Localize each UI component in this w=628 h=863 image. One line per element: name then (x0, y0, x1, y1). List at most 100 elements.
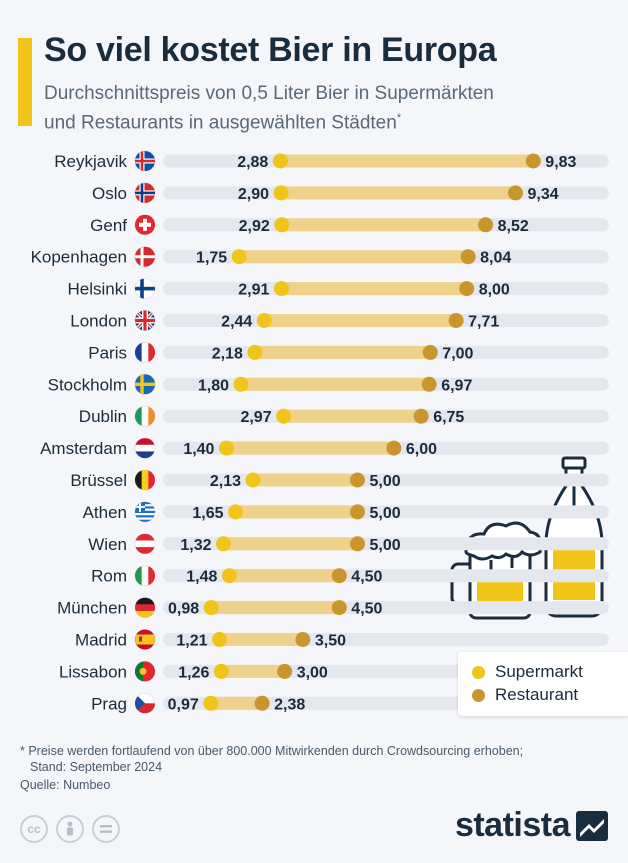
supermarket-dot (256, 313, 272, 328)
flag-germany-icon (135, 597, 155, 618)
restaurant-dot (422, 344, 438, 360)
supermarket-value-label: 1,26 (178, 664, 209, 681)
supermarket-value-label: 1,65 (192, 505, 223, 522)
restaurant-value-label: 3,50 (315, 633, 346, 650)
page-title: So viel kostet Bier in Europa (44, 31, 497, 69)
supermarket-value-label: 1,48 (186, 569, 217, 586)
statista-logo-icon (576, 810, 608, 841)
creative-commons-icon[interactable]: cc (20, 815, 48, 843)
no-derivatives-icon[interactable] (92, 815, 120, 843)
supermarket-dot (274, 217, 290, 233)
city-label: Madrid (75, 631, 127, 650)
flag-belgium-icon (135, 470, 155, 490)
flag-sweden-icon (135, 374, 155, 395)
page-subtitle: Durchschnittspreis von 0,5 Liter Bier in… (44, 82, 584, 135)
city-label: Wien (88, 535, 127, 554)
statista-logo[interactable]: statista (455, 806, 608, 845)
supermarket-value-label: 0,97 (168, 696, 199, 713)
restaurant-value-label: 4,50 (351, 601, 382, 618)
flag-iceland-icon (135, 151, 155, 171)
legend-label-supermarket: Supermarkt (495, 662, 583, 681)
restaurant-value-label: 9,34 (527, 186, 558, 203)
flag-italy-icon (135, 565, 155, 586)
legend: Supermarkt Restaurant (458, 652, 628, 716)
supermarket-dot (221, 568, 237, 584)
restaurant-value-label: 7,00 (442, 345, 473, 362)
restaurant-dot (386, 440, 402, 456)
supermarket-value-label: 2,91 (238, 282, 269, 299)
row-london: London 2,44 7,71 (70, 310, 609, 331)
restaurant-dot (277, 663, 293, 679)
city-label: Kopenhagen (31, 248, 127, 267)
supermarket-value-label: 1,75 (196, 250, 227, 267)
legend-item-restaurant: Restaurant (472, 685, 578, 705)
restaurant-value-label: 5,00 (370, 505, 401, 522)
supermarket-value-label: 2,13 (210, 473, 241, 490)
city-label: Prag (91, 694, 127, 713)
source: Quelle: Numbeo (20, 778, 111, 792)
supermarket-value-label: 2,88 (237, 154, 268, 171)
supermarket-dot (273, 185, 289, 201)
subtitle-line-2: und Restaurants in ausgewählten Städten (44, 112, 397, 134)
license-icons: cc (20, 815, 120, 843)
city-label: Oslo (92, 184, 127, 203)
title-accent-bar (18, 38, 32, 126)
city-label: Brüssel (70, 471, 127, 490)
supermarket-dot (276, 408, 292, 424)
range-bar (229, 569, 340, 583)
row-paris: Paris 2,18 7,00 (88, 341, 609, 363)
flag-uk-icon (135, 310, 155, 331)
restaurant-dot (331, 568, 347, 584)
city-label: Athen (83, 503, 127, 522)
city-label: Genf (90, 216, 127, 235)
supermarket-dot (216, 536, 232, 552)
range-bar (219, 633, 303, 646)
row-dublin: Dublin 2,97 6,75 (79, 405, 609, 427)
supermarket-value-label: 2,18 (212, 345, 243, 362)
row-stockholm: Stockholm 1,80 6,97 (48, 373, 609, 395)
supermarket-value-label: 1,32 (180, 537, 211, 554)
range-bar (223, 537, 358, 551)
supermarket-value-label: 1,80 (198, 377, 229, 394)
restaurant-dot (507, 185, 523, 201)
city-label: Helsinki (67, 280, 127, 299)
city-label: München (57, 599, 127, 618)
supermarket-value-label: 2,44 (221, 314, 252, 331)
flag-portugal-icon (135, 661, 155, 682)
supermarket-dot (245, 472, 261, 488)
attribution-icon[interactable] (56, 815, 84, 843)
flag-denmark-icon (135, 246, 155, 267)
footnote-line-2: Stand: September 2024 (30, 760, 163, 774)
supermarket-value-label: 2,90 (238, 186, 269, 203)
flag-switzerland-icon (135, 214, 155, 235)
flag-finland-icon (135, 278, 155, 299)
restaurant-dot (448, 313, 464, 328)
row-helsinki: Helsinki 2,91 8,00 (67, 278, 609, 300)
restaurant-value-label: 6,97 (441, 377, 472, 394)
city-label: Amsterdam (40, 439, 127, 458)
restaurant-dot (350, 472, 365, 488)
row-reykjavik: Reykjavik 2,88 9,83 (54, 150, 609, 172)
supermarket-dot (213, 663, 229, 679)
range-bar (280, 154, 534, 168)
restaurant-dot (254, 695, 270, 711)
supermarket-dot (247, 344, 263, 360)
range-bar (253, 473, 358, 487)
restaurant-value-label: 9,83 (545, 154, 576, 171)
legend-label-restaurant: Restaurant (495, 685, 579, 704)
subtitle-line-1: Durchschnittspreis von 0,5 Liter Bier in… (44, 83, 494, 104)
range-bar (283, 409, 422, 423)
row-wien: Wien 1,32 5,00 (88, 533, 609, 555)
range-bar (210, 696, 263, 710)
restaurant-dot (459, 281, 475, 297)
row-genf: Genf 2,92 8,52 (90, 214, 609, 236)
range-bar (239, 250, 469, 264)
flag-austria-icon (135, 533, 155, 554)
legend-dot-restaurant (472, 688, 485, 702)
range-bar (241, 377, 430, 391)
supermarket-dot (203, 600, 219, 616)
legend-dot-supermarket (472, 665, 485, 679)
statista-logo-text: statista (454, 806, 571, 844)
flag-greece-icon (135, 501, 155, 522)
restaurant-value-label: 5,00 (370, 537, 401, 554)
